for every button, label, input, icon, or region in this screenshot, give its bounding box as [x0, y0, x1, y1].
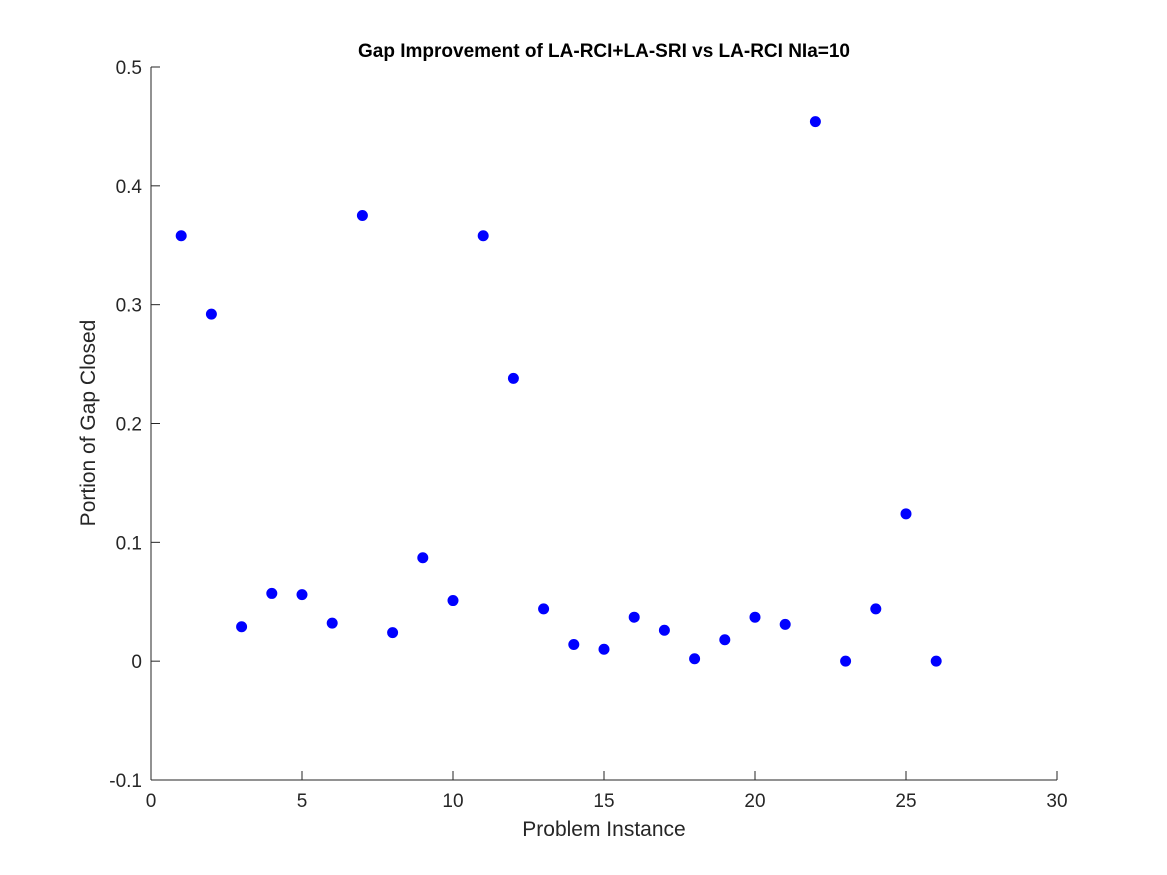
x-tick-label: 10 — [442, 791, 463, 812]
data-point — [236, 621, 248, 633]
data-point — [568, 639, 580, 651]
x-tick-label: 15 — [593, 791, 614, 812]
y-tick-label: 0 — [131, 652, 142, 673]
x-tick-label: 0 — [146, 791, 157, 812]
data-point — [870, 603, 882, 615]
y-tick-label: 0.4 — [116, 177, 143, 198]
y-tick-label: 0.2 — [116, 415, 142, 436]
x-tick-label: 25 — [895, 791, 916, 812]
data-point — [326, 617, 338, 629]
data-point — [689, 653, 701, 665]
data-point — [296, 589, 308, 601]
x-axis-title: Problem Instance — [522, 818, 685, 841]
axes — [150, 67, 1057, 781]
data-point — [266, 587, 278, 599]
data-point — [447, 595, 459, 607]
data-points — [175, 116, 942, 667]
data-point — [507, 372, 519, 384]
y-tick-label: 0.5 — [116, 58, 142, 79]
x-tick-label: 5 — [297, 791, 308, 812]
data-point — [658, 624, 670, 636]
data-point — [356, 210, 368, 222]
y-tick-label: 0.3 — [116, 296, 142, 317]
data-point — [175, 230, 187, 242]
data-point — [628, 611, 640, 623]
data-point — [900, 508, 912, 520]
data-point — [477, 230, 489, 242]
data-point — [417, 552, 429, 564]
data-point — [809, 116, 821, 128]
y-axis-ticks: -0.1 0 0.1 0.2 0.3 0.4 0.5 — [109, 58, 160, 792]
data-point — [598, 643, 610, 655]
data-point — [749, 611, 761, 623]
y-tick-label: -0.1 — [109, 771, 142, 792]
x-tick-label: 30 — [1046, 791, 1067, 812]
data-point — [930, 655, 942, 667]
data-point — [205, 308, 217, 320]
y-axis-title: Portion of Gap Closed — [77, 320, 100, 527]
x-axis-ticks: 0 5 10 15 20 25 30 — [146, 771, 1068, 812]
chart-title: Gap Improvement of LA-RCI+LA-SRI vs LA-R… — [358, 41, 850, 62]
data-point — [840, 655, 852, 667]
data-point — [719, 634, 731, 646]
data-point — [779, 618, 791, 630]
data-point — [538, 603, 550, 615]
x-tick-label: 20 — [744, 791, 765, 812]
y-tick-label: 0.1 — [116, 533, 142, 554]
data-point — [387, 627, 399, 639]
